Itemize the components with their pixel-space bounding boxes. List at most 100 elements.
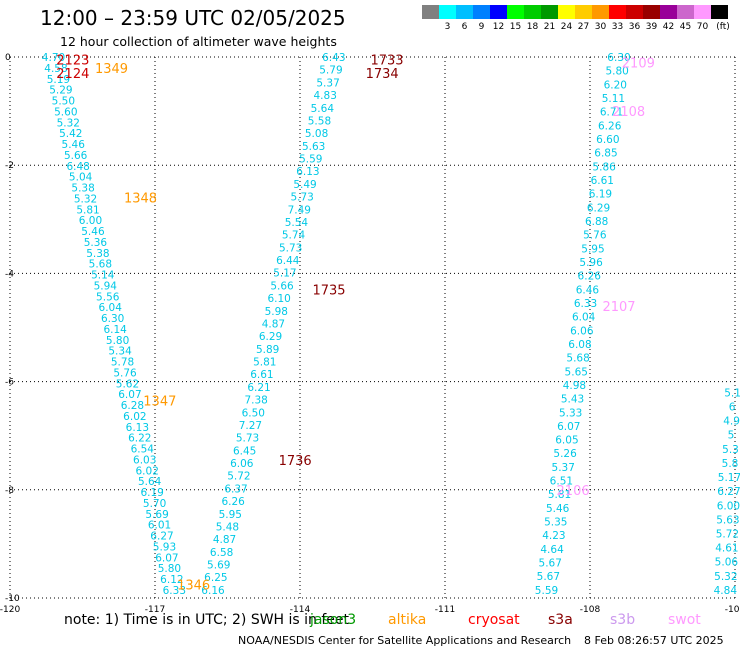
wave-height-value: 5.38 bbox=[86, 248, 109, 260]
satellite-legend-item: cryosat bbox=[468, 612, 520, 628]
wave-height-value: 6.12 bbox=[160, 574, 183, 586]
wave-height-value: 4.87 bbox=[262, 318, 285, 330]
wave-height-value: 5.94 bbox=[94, 280, 118, 292]
pass-number-label: 2106 bbox=[557, 484, 590, 499]
colorbar-unit: (ft) bbox=[716, 22, 730, 32]
wave-height-value: 5.73 bbox=[279, 242, 302, 254]
wave-height-value: 5.68 bbox=[566, 353, 589, 365]
wave-height-value: 6.21 bbox=[247, 382, 270, 394]
wave-height-value: 5.42 bbox=[59, 128, 82, 140]
wave-height-value: 6.05 bbox=[555, 435, 578, 447]
wave-height-value: 5.81 bbox=[76, 204, 99, 216]
wave-height-value: 6.26 bbox=[221, 496, 245, 508]
wave-height-value: 6.26 bbox=[578, 271, 602, 283]
wave-height-value: 5.62 bbox=[116, 378, 139, 390]
wave-height-value: 5.17 bbox=[718, 472, 740, 484]
wave-height-value: 5.64 bbox=[311, 103, 335, 115]
pass-number-label: 1349 bbox=[95, 62, 128, 77]
wave-height-value: 5.08 bbox=[305, 128, 328, 140]
satellite-legend-item: s3a bbox=[548, 612, 573, 628]
wave-height-value: 6.37 bbox=[224, 483, 247, 495]
wave-height-value: 5.14 bbox=[91, 270, 115, 282]
wave-height-value: 5.66 bbox=[270, 280, 294, 292]
footer-note: note: 1) Time is in UTC; 2) SWH is in fe… bbox=[64, 612, 350, 628]
wave-height-value: 6.08 bbox=[568, 339, 591, 351]
wave-height-value: 5.80 bbox=[106, 335, 129, 347]
wave-height-value: 6.19 bbox=[589, 189, 612, 201]
wave-height-value: 5.46 bbox=[81, 226, 105, 238]
pass-number-label: 1346 bbox=[177, 578, 210, 593]
wave-height-value: 5.66 bbox=[64, 150, 88, 162]
wave-height-value: 5.69 bbox=[145, 509, 168, 521]
wave-height-value: 6.33 bbox=[574, 298, 597, 310]
wave-height-value: 5.95 bbox=[581, 243, 604, 255]
colorbar-swatch bbox=[422, 5, 439, 19]
wave-height-value: 5.70 bbox=[143, 498, 166, 510]
wave-height-value: 5.64 bbox=[138, 476, 162, 488]
colorbar-label: 21 bbox=[543, 22, 556, 32]
wave-height-value: 6.48 bbox=[66, 161, 89, 173]
wave-height-value: 6.13 bbox=[126, 422, 149, 434]
wave-height-value: 6.10 bbox=[267, 293, 290, 305]
wave-height-value: 6.00 bbox=[717, 500, 740, 512]
wave-height-value: 6.16 bbox=[201, 585, 225, 597]
pass-number-label: 2108 bbox=[612, 105, 645, 120]
colorbar-swatch bbox=[507, 5, 524, 19]
pass-number-label: 1735 bbox=[312, 284, 345, 299]
x-tick-label: -108 bbox=[580, 605, 601, 615]
colorbar-label: 24 bbox=[560, 22, 573, 32]
colorbar-swatch bbox=[677, 5, 694, 19]
wave-height-value: 5.34 bbox=[108, 346, 132, 358]
colorbar-label: 39 bbox=[645, 22, 658, 32]
wave-height-value: 6.19 bbox=[140, 487, 163, 499]
wave-height-value: 5.95 bbox=[219, 509, 242, 521]
wave-height-value: 5.67 bbox=[539, 558, 562, 570]
wave-height-value: 5.74 bbox=[282, 230, 306, 242]
wave-height-value: 4.98 bbox=[563, 380, 586, 392]
wave-height-value: 6.02 bbox=[136, 465, 159, 477]
pass-number-label: 1347 bbox=[143, 395, 176, 410]
wave-height-value: 4.87 bbox=[213, 534, 236, 546]
wave-height-value: 5.43 bbox=[561, 394, 584, 406]
wave-height-value: 5.8 bbox=[722, 458, 739, 470]
wave-height-value: 5.76 bbox=[113, 367, 137, 379]
wave-height-value: 5.38 bbox=[71, 183, 94, 195]
pass-number-label: 1736 bbox=[279, 454, 312, 469]
wave-height-value: 6.54 bbox=[131, 444, 155, 456]
wave-height-value: 5.72 bbox=[716, 528, 739, 540]
wave-height-value: 6.07 bbox=[155, 552, 178, 564]
wave-height-value: 5.32 bbox=[57, 117, 80, 129]
generated-timestamp: 8 Feb 08:26:57 UTC 2025 bbox=[584, 634, 724, 647]
wave-height-value: 6.44 bbox=[276, 255, 300, 267]
wave-height-value: 5.49 bbox=[293, 179, 316, 191]
wave-height-value: 6.27 bbox=[717, 486, 740, 498]
wave-height-value: 5.58 bbox=[308, 115, 331, 127]
colorbar-swatch bbox=[694, 5, 711, 19]
colorbar-swatch bbox=[439, 5, 456, 19]
colorbar-label: 33 bbox=[611, 22, 624, 32]
satellite-legend-item: swot bbox=[668, 612, 701, 628]
satellite-legend-item: altika bbox=[388, 612, 427, 628]
wave-height-value: 4.9 bbox=[723, 416, 740, 428]
wave-height-value: 4.23 bbox=[542, 530, 565, 542]
pass-number-label: 1733 bbox=[370, 54, 403, 69]
wave-height-value: 5.93 bbox=[153, 541, 176, 553]
wave-height-value: 6.01 bbox=[148, 520, 171, 532]
wave-height-value: 6.25 bbox=[204, 572, 227, 584]
map-subtitle: 12 hour collection of altimeter wave hei… bbox=[60, 34, 337, 49]
wave-height-value: 5.11 bbox=[602, 93, 625, 105]
wave-height-value: 6.51 bbox=[550, 476, 573, 488]
wave-height-value: 7.38 bbox=[244, 395, 267, 407]
colorbar-swatch bbox=[558, 5, 575, 19]
wave-height-value: 6.61 bbox=[250, 369, 273, 381]
colorbar-swatch bbox=[711, 5, 728, 19]
wave-height-value: 6.00 bbox=[79, 215, 102, 227]
colorbar-swatch bbox=[575, 5, 592, 19]
wave-height-value: 5.73 bbox=[290, 192, 313, 204]
wave-height-value: 6.30 bbox=[607, 52, 630, 64]
wave-height-value: 5.37 bbox=[316, 77, 339, 89]
wave-height-value: 5.67 bbox=[537, 571, 560, 583]
wave-height-value: 7.49 bbox=[288, 204, 311, 216]
wave-height-value: 6.04 bbox=[99, 302, 123, 314]
x-tick-label: -111 bbox=[435, 605, 455, 615]
